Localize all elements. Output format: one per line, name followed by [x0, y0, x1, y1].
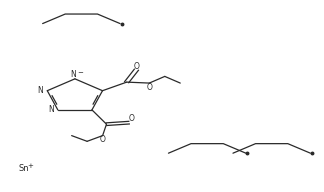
Text: O: O: [129, 114, 134, 123]
Text: N: N: [70, 70, 76, 79]
Text: N: N: [48, 105, 53, 114]
Text: O: O: [147, 83, 153, 92]
Text: N: N: [37, 86, 43, 95]
Text: −: −: [77, 70, 83, 76]
Text: O: O: [100, 135, 106, 144]
Text: +: +: [28, 163, 34, 169]
Text: O: O: [133, 62, 139, 71]
Text: Sn: Sn: [18, 164, 29, 173]
